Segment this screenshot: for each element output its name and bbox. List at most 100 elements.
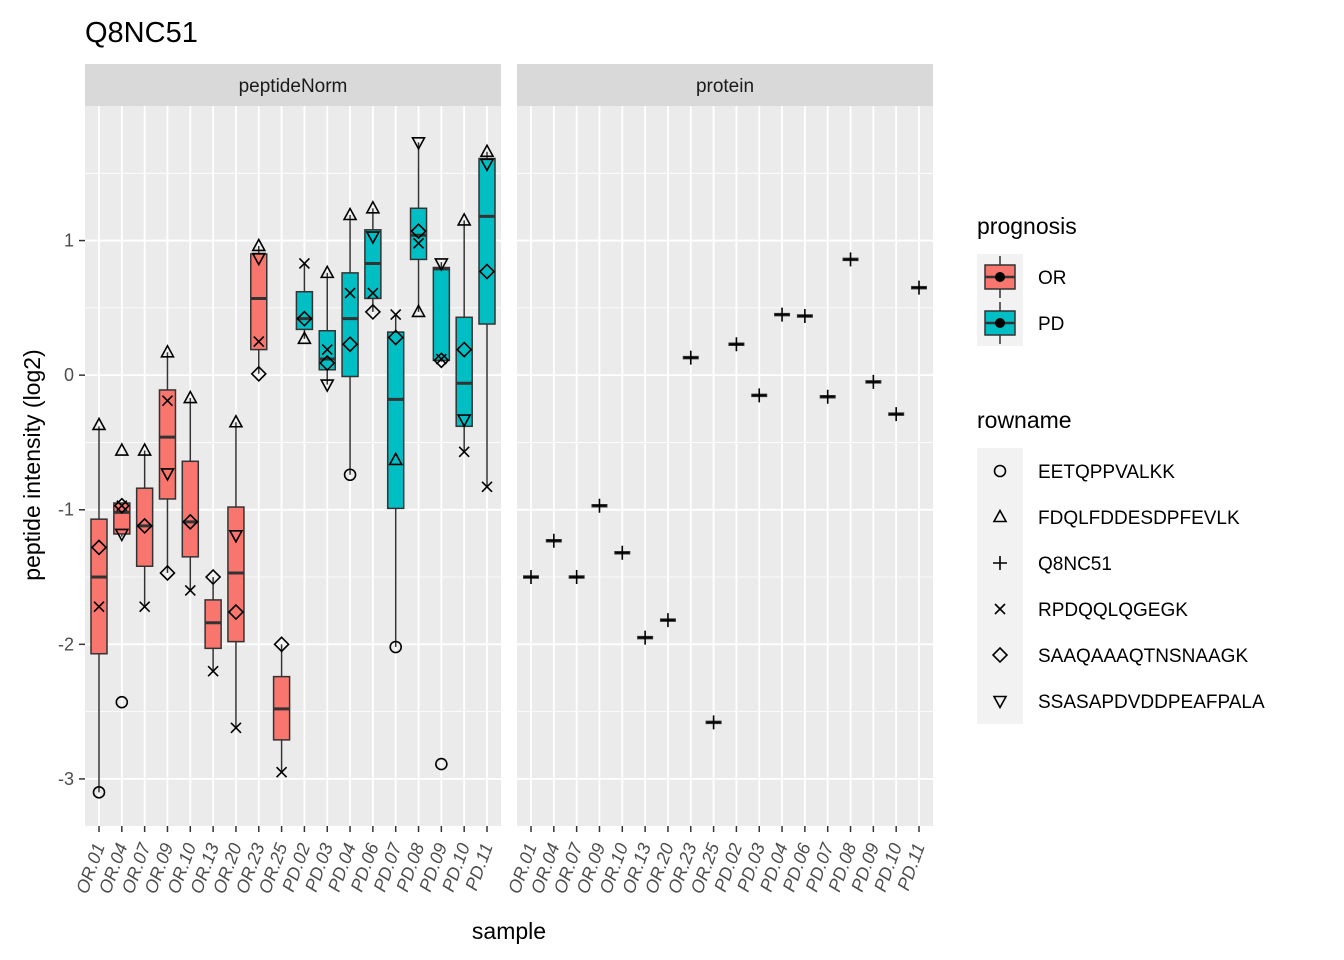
boxplot-pd-02	[295, 257, 314, 345]
point-triangle	[365, 200, 381, 214]
box-pd-11	[478, 157, 496, 325]
point-diamond	[478, 263, 496, 280]
point-plus	[889, 407, 904, 422]
point-plus	[683, 350, 698, 365]
point-triangle	[114, 442, 130, 456]
point-diamond	[341, 336, 359, 353]
legend-key-background	[977, 632, 1023, 678]
boxplot-or-23	[250, 237, 268, 382]
point-cross	[458, 446, 470, 458]
boxplot-pd-07	[386, 309, 405, 654]
legend-symbol-triangle	[992, 508, 1008, 523]
point-plus	[775, 307, 790, 322]
point-circle	[343, 468, 357, 482]
facet-strip-protein	[517, 64, 933, 106]
legend-key-pd: PD	[977, 300, 1064, 346]
boxplot-or-04	[113, 442, 131, 709]
point-plus	[660, 613, 675, 628]
point-diamond	[182, 513, 199, 530]
y-axis: -3 -2 -1 0 1	[58, 231, 85, 789]
point-triangle	[411, 303, 426, 318]
protein-or-04	[545, 533, 562, 548]
legend-key-or: OR	[977, 254, 1067, 300]
point-cross	[253, 335, 265, 348]
point-diamond	[319, 354, 336, 372]
legend-symbol-diamond	[991, 646, 1009, 664]
point-plus	[820, 389, 835, 404]
point-plus	[729, 337, 744, 352]
point-circle	[92, 786, 106, 799]
legend-item-eetqppvalkk: EETQPPVALKK	[977, 448, 1175, 494]
point-circle	[389, 640, 403, 654]
point-cross	[412, 237, 425, 249]
protein-pd-07	[819, 389, 836, 404]
point-diamond	[113, 497, 130, 514]
point-triangle-down	[228, 530, 244, 544]
legend-item-rpdqqlqgegk: RPDQQLQGEGK	[977, 586, 1188, 632]
boxplot-pd-08	[409, 137, 428, 318]
boxplot-pd-11	[478, 143, 496, 493]
point-plus	[706, 715, 721, 730]
legend-symbol-circle	[993, 464, 1007, 478]
point-triangle	[91, 416, 107, 431]
point-cross	[93, 601, 105, 613]
point-diamond	[204, 568, 222, 586]
protein-or-25	[705, 715, 722, 730]
y-tick-label: 0	[64, 365, 74, 385]
point-circle	[435, 757, 448, 771]
point-diamond	[227, 603, 245, 621]
legend-key-dot	[995, 272, 1005, 282]
point-plus	[843, 252, 858, 267]
x-axis-title: sample	[472, 918, 546, 944]
protein-or-23	[682, 350, 699, 365]
protein-or-09	[591, 498, 608, 513]
point-diamond	[90, 539, 108, 556]
point-triangle	[160, 344, 175, 358]
boxplot-or-07	[135, 442, 154, 613]
point-plus	[615, 545, 630, 560]
point-cross	[298, 257, 310, 270]
legend-prognosis-title: prognosis	[977, 213, 1077, 239]
legend-key-background	[977, 448, 1023, 494]
protein-pd-06	[796, 308, 813, 323]
facet-label-peptidenorm: peptideNorm	[239, 76, 348, 97]
point-plus	[569, 570, 584, 585]
protein-pd-03	[751, 388, 768, 403]
protein-pd-04	[774, 307, 791, 322]
point-cross	[481, 481, 493, 493]
point-triangle	[456, 212, 472, 226]
legend-item-q8nc51: Q8NC51	[977, 540, 1112, 586]
y-tick-label: 1	[64, 231, 74, 251]
point-cross	[161, 395, 174, 407]
legend-label-eetqppvalkk: EETQPPVALKK	[1038, 462, 1175, 483]
point-triangle	[342, 206, 358, 221]
point-triangle	[137, 442, 152, 456]
point-cross	[435, 353, 447, 365]
box-pd-04	[341, 272, 359, 378]
legend-item-saaqaaaqtnsnaagk: SAAQAAAQTNSNAAGK	[977, 632, 1248, 678]
point-cross	[116, 500, 128, 512]
point-cross	[139, 601, 151, 613]
legend-rowname: rowname EETQPPVALKK FDQLFDDESDPFEVLK Q8NC5…	[977, 407, 1265, 724]
point-diamond	[273, 636, 290, 653]
point-triangle-down	[365, 231, 381, 245]
point-triangle-down	[114, 528, 130, 543]
boxplot-pd-03	[318, 264, 336, 393]
facet-label-protein: protein	[696, 76, 754, 97]
point-triangle	[182, 389, 198, 404]
legend-symbol-cross	[994, 603, 1006, 615]
point-triangle	[388, 451, 404, 466]
point-diamond	[296, 310, 313, 327]
point-triangle-down	[456, 414, 472, 428]
point-diamond	[410, 223, 427, 240]
point-cross	[390, 309, 402, 321]
chart-title: Q8NC51	[85, 17, 198, 49]
box-or-09	[158, 389, 177, 500]
protein-or-01	[523, 570, 539, 585]
legend-label-rpdqqlqgegk: RPDQQLQGEGK	[1038, 600, 1188, 621]
facet-panel-peptidenorm	[85, 106, 501, 826]
box-pd-07	[386, 331, 405, 510]
point-triangle-down	[479, 158, 495, 173]
legend-key-background	[977, 494, 1023, 540]
